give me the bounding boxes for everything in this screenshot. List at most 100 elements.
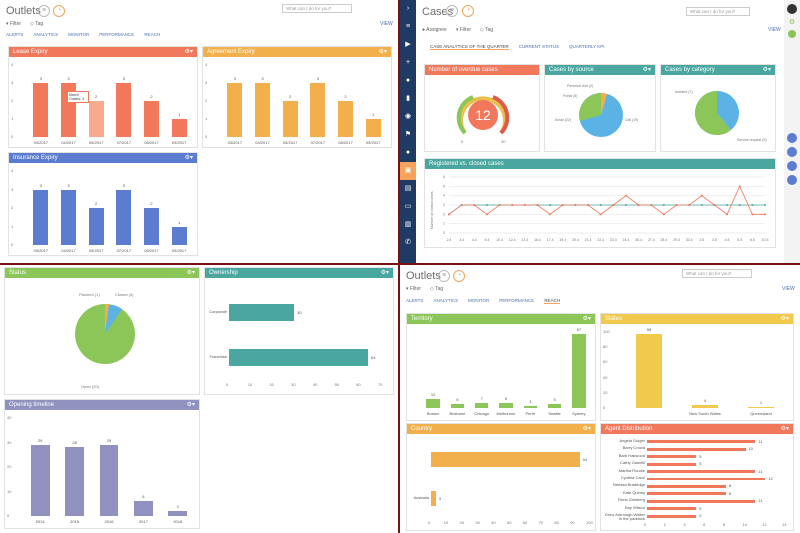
- x-tick-label: 09/2017: [171, 140, 187, 145]
- tab-analytics[interactable]: ANALYTICS: [433, 298, 459, 303]
- gear-icon[interactable]: ⚙▾: [762, 67, 771, 73]
- data-label: 3: [67, 182, 70, 188]
- tab-reach[interactable]: REACH: [544, 298, 561, 304]
- filter-button[interactable]: ▾ Filter: [456, 27, 472, 33]
- tab-performance[interactable]: PERFORMANCE: [499, 298, 535, 303]
- x-tick-label: 20: [459, 520, 465, 525]
- assignee-button[interactable]: ● Assignee: [422, 27, 447, 33]
- data-point: [599, 204, 602, 206]
- chart-circle-icon[interactable]: ◔: [462, 5, 474, 17]
- tab-performance[interactable]: PERFORMANCE: [99, 32, 135, 37]
- x-tick-label: 4.5: [725, 238, 730, 242]
- search-input[interactable]: What can I do for you?: [282, 4, 352, 13]
- menu-circle-icon[interactable]: ≡: [38, 5, 50, 17]
- view-button[interactable]: VIEW: [782, 286, 795, 292]
- gear-icon[interactable]: ⚙▾: [780, 316, 789, 322]
- chat-icon[interactable]: [787, 161, 797, 171]
- phone-icon[interactable]: ✆: [405, 239, 411, 246]
- phone-icon[interactable]: [787, 133, 797, 143]
- play-icon[interactable]: ▶: [405, 41, 411, 48]
- contacts-icon[interactable]: ◉: [404, 113, 412, 120]
- gear-icon[interactable]: ⚙▾: [184, 155, 193, 161]
- pie-label: Portal (5): [563, 94, 577, 98]
- tab-case-analytics[interactable]: CASE ANALYTICS OF THE QUARTER: [430, 44, 509, 50]
- outlets-panel-bottom-right: Outlets ≡ ◔ What can I do for you? ▾ Fil…: [400, 265, 800, 533]
- settings-icon[interactable]: ⚙: [788, 19, 796, 26]
- y-tick-label: 30: [7, 439, 12, 445]
- collapse-icon[interactable]: ›: [406, 5, 410, 12]
- data-point: [549, 204, 552, 206]
- filter-button[interactable]: ▾ Filter: [6, 21, 22, 27]
- chart-circle-icon[interactable]: ◔: [53, 5, 65, 17]
- x-tick-label: 10: [443, 520, 449, 525]
- user-icon[interactable]: ●: [405, 77, 411, 84]
- book-icon[interactable]: ▤: [404, 185, 412, 192]
- notification-icon[interactable]: [787, 175, 797, 185]
- search-input[interactable]: What can I do for you?: [686, 7, 750, 16]
- gear-icon[interactable]: ⚙▾: [186, 402, 195, 408]
- tab-alerts[interactable]: ALERTS: [406, 298, 424, 303]
- tag-button[interactable]: ◇ Tag: [480, 27, 494, 33]
- tab-monitor[interactable]: MONITOR: [468, 298, 490, 303]
- tab-monitor[interactable]: MONITOR: [68, 32, 90, 37]
- line-chart: 6 5 4 3 2 1 02.4 3.4 4.4 5.4 10.4 12.4 13.4 16.4 17.4 1…: [430, 175, 768, 242]
- data-label: 11: [758, 438, 763, 444]
- widget-title: Country: [411, 426, 433, 432]
- person-icon[interactable]: ●: [405, 149, 411, 156]
- x-tick-label: 29.4: [673, 238, 680, 242]
- tab-quarterly-kpi[interactable]: QUARTERLY KPI: [569, 44, 605, 49]
- x-tick-label: 03/2017: [33, 248, 49, 253]
- data-point: [561, 204, 564, 206]
- add-icon[interactable]: +: [405, 59, 411, 66]
- data-label: 1: [178, 112, 181, 117]
- menu-circle-icon[interactable]: ≡: [438, 270, 450, 282]
- bar: [168, 511, 188, 516]
- gear-icon[interactable]: ⚙▾: [582, 316, 591, 322]
- data-label: 11: [758, 498, 763, 504]
- data-label: 2: [344, 94, 347, 99]
- tab-current-status[interactable]: CURRENT STATUS: [518, 44, 560, 49]
- bar: [171, 119, 187, 137]
- gear-icon[interactable]: ⚙▾: [582, 426, 591, 432]
- gear-icon[interactable]: ⚙▾: [378, 49, 387, 55]
- tag-button[interactable]: ◇ Tag: [430, 286, 444, 292]
- gear-icon[interactable]: ⚙▾: [184, 49, 193, 55]
- tab-analytics[interactable]: ANALYTICS: [33, 32, 59, 37]
- analytics-icon[interactable]: ▥: [404, 221, 412, 228]
- gear-icon[interactable]: ⚙▾: [186, 270, 195, 276]
- y-tick-label: 20: [7, 464, 12, 469]
- view-button[interactable]: VIEW: [768, 27, 781, 33]
- gear-icon[interactable]: ⚙▾: [380, 270, 389, 276]
- search-input[interactable]: What can I do for you?: [682, 269, 752, 278]
- view-button[interactable]: VIEW: [380, 21, 393, 27]
- help-icon[interactable]: [788, 30, 796, 38]
- filter-button[interactable]: ▾ Filter: [406, 286, 422, 292]
- tab-alerts[interactable]: ALERTS: [6, 32, 24, 37]
- widget-title: Cases by source: [549, 67, 594, 73]
- cases-icon[interactable]: ▣: [400, 162, 416, 180]
- y-tick-label: 1: [11, 223, 14, 229]
- avatar[interactable]: [787, 4, 797, 14]
- gear-icon[interactable]: ⚙▾: [642, 67, 651, 73]
- x-tick-label: 60: [356, 382, 361, 387]
- chart-circle-icon[interactable]: ◔: [453, 270, 465, 282]
- x-tick-label: 90: [570, 520, 575, 525]
- email-icon[interactable]: [787, 147, 797, 157]
- data-label: 5: [699, 461, 702, 467]
- x-tick-label: 26.4: [635, 238, 642, 242]
- chat-icon[interactable]: ▭: [404, 203, 412, 210]
- gear-icon[interactable]: ⚙▾: [780, 426, 789, 432]
- building-icon[interactable]: ▮: [406, 95, 410, 102]
- data-label: 3: [122, 182, 125, 188]
- flag-icon[interactable]: ⚑: [404, 131, 412, 138]
- x-tick-label: 40: [491, 520, 496, 525]
- data-point: [574, 204, 577, 206]
- tab-reach[interactable]: REACH: [144, 32, 161, 37]
- category-pie: Incident (7) Service request (5): [675, 90, 767, 142]
- x-tick-label: 2018: [173, 519, 183, 524]
- menu-icon[interactable]: ≡: [405, 23, 411, 30]
- data-label: 12: [430, 391, 436, 397]
- x-tick-label: New South Wales: [689, 411, 721, 416]
- tag-button[interactable]: ◇ Tag: [30, 21, 44, 27]
- menu-circle-icon[interactable]: ≡: [446, 5, 458, 17]
